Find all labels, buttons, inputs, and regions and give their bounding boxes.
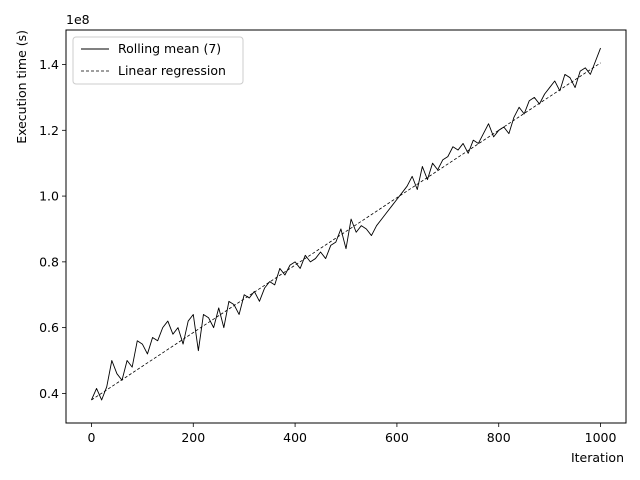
series-line-rolling-mean [91, 47, 601, 401]
legend-label-linear-regression: Linear regression [118, 63, 226, 78]
x-tick-label: 0 [87, 430, 95, 445]
x-tick-label: 600 [385, 430, 409, 445]
x-tick-label: 800 [487, 430, 511, 445]
y-tick-label: 0.4 [39, 386, 59, 401]
x-axis-label: Iteration [571, 450, 624, 465]
legend-label-rolling-mean: Rolling mean (7) [118, 41, 221, 56]
plot-area [65, 29, 627, 424]
legend-box [72, 36, 244, 85]
x-tick-label: 400 [283, 430, 307, 445]
series-line-linear-regression [91, 62, 601, 401]
y-tick-label: 1.4 [39, 57, 59, 72]
legend: Rolling mean (7) Linear regression [72, 36, 244, 85]
series-layer [91, 47, 601, 401]
axes-frame [65, 29, 627, 424]
y-tick-label: 0.6 [39, 320, 59, 335]
y-axis-label: Execution time (s) [14, 30, 29, 144]
x-tick-label: 1000 [585, 430, 617, 445]
x-tick-label: 200 [181, 430, 205, 445]
x-axis-ticks: 0 200 400 600 800 1000 [87, 423, 616, 445]
y-axis-ticks: 0.4 0.6 0.8 1.0 1.2 1.4 [39, 57, 66, 401]
y-tick-label: 0.8 [39, 254, 59, 269]
y-tick-label: 1.2 [39, 123, 59, 138]
y-tick-label: 1.0 [39, 189, 59, 204]
y-axis-offset-text: 1e8 [66, 12, 90, 27]
